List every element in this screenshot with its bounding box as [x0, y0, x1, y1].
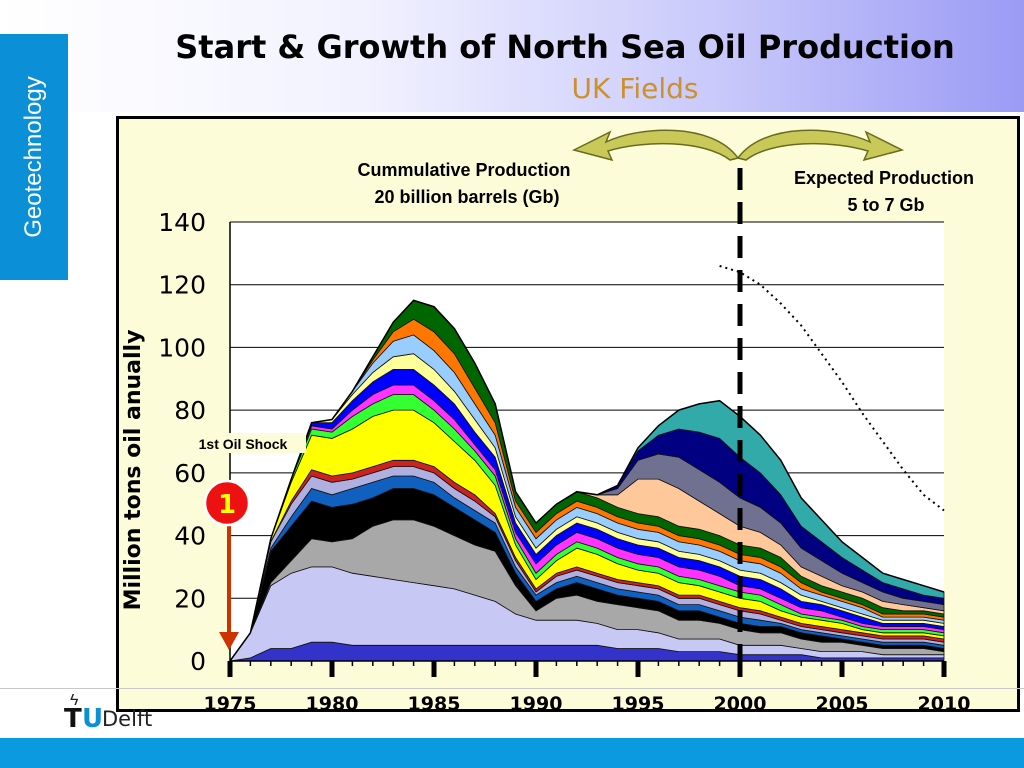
- cumulative-label-line1: Cummulative Production: [357, 160, 570, 180]
- oil-shock-label: 1st Oil Shock: [199, 436, 288, 452]
- tudelft-logo: ϟ T U Delft: [62, 692, 182, 734]
- y-tick-label: 0: [190, 647, 206, 676]
- y-tick-label: 120: [158, 271, 206, 300]
- x-tick-label: 1995: [612, 693, 665, 715]
- logo-delft: Delft: [102, 707, 153, 731]
- arrow-right: [736, 129, 905, 162]
- y-tick-label: 140: [158, 208, 206, 237]
- flame-icon: ϟ: [70, 692, 79, 709]
- total-outline: [229, 299, 945, 662]
- x-tick-label: 1985: [408, 693, 461, 715]
- x-tick-label: 1980: [306, 693, 359, 715]
- expected-label-line1: Expected Production: [794, 168, 974, 188]
- x-tick-label: 2000: [714, 693, 767, 715]
- x-tick-label: 1990: [510, 693, 563, 715]
- cumulative-label-line2: 20 billion barrels (Gb): [374, 187, 559, 207]
- slide-title: Start & Growth of North Sea Oil Producti…: [175, 28, 955, 66]
- oil-shock-badge-number: 1: [218, 490, 236, 520]
- logo-u: U: [82, 704, 104, 734]
- slide-subtitle: UK Fields: [571, 72, 699, 105]
- y-tick-label: 60: [174, 459, 206, 488]
- logo-t: T: [64, 704, 82, 734]
- arrow-left: [571, 129, 740, 162]
- x-tick-label: 1975: [204, 693, 257, 715]
- header-gradient: [0, 0, 1024, 112]
- x-tick-label: 2010: [918, 693, 971, 715]
- oil-shock-label-bg: [180, 433, 306, 453]
- y-tick-label: 80: [174, 396, 206, 425]
- y-tick-label: 20: [174, 584, 206, 613]
- y-axis-label: Million tons oil anually: [121, 330, 146, 611]
- y-tick-label: 40: [174, 522, 206, 551]
- section-tab: Geotechnology: [0, 34, 68, 280]
- oil-shock-arrow-head: [219, 632, 239, 650]
- x-tick-label: 2005: [816, 693, 869, 715]
- oil-shock-badge: [203, 479, 251, 527]
- y-tick-label: 100: [158, 333, 206, 362]
- footer-rule: [0, 688, 1024, 689]
- footer-band: [0, 738, 1024, 768]
- expected-label-line2: 5 to 7 Gb: [847, 195, 924, 215]
